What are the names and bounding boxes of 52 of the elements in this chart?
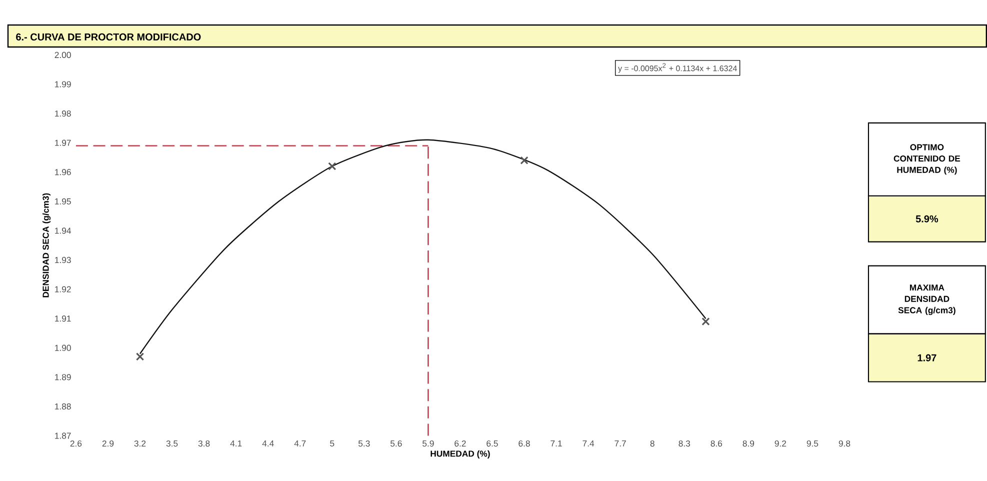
text: 5.9% [916,215,938,223]
text: OPTIMO CONTENIDO DE HUMEDAD (%) [894,144,960,175]
text: MAXIMA DENSIDAD SECA (g/cm3) [898,284,956,316]
x-tick-label: 3.5 [166,440,178,447]
x-tick-label: 5 [330,440,334,447]
x-tick-label: 4.7 [294,440,306,447]
x-tick-label: 4.4 [262,440,274,447]
x-tick-label: 4.1 [230,440,242,447]
x-tick-label: 7.7 [614,440,626,447]
x-tick-label: 8.3 [678,440,690,447]
x-tick-label: 5.9 [422,440,434,447]
y-tick-label: 1.98 [55,110,71,117]
y-axis-title: DENSIDAD SECA (g/cm3) [42,193,51,298]
y-tick-label: 1.89 [55,374,71,380]
y-tick-label: 1.88 [55,404,71,410]
y-tick-label: 1.96 [55,169,71,176]
y-tick-label: 2.00 [54,52,71,58]
x-tick-label: 8.6 [710,440,722,447]
x-tick-label: 9.8 [838,440,850,447]
point [328,162,336,170]
y-tick-label: 1.91 [55,316,71,322]
point [702,318,710,326]
x-axis-title: HUMEDAD (%) [430,450,490,459]
x-tick-label: 2.6 [70,440,82,447]
x-tick-label: 7.1 [550,440,562,447]
line-series [139,139,706,354]
x-tick-label: 5.6 [390,440,402,447]
y-tick-label: 1.90 [55,344,71,352]
x-tick-label: 9.2 [774,440,786,447]
x-tick-label: 3.8 [198,440,210,447]
x-tick-label: 2.9 [102,440,114,447]
point [520,156,528,165]
x-tick-label: 6.8 [518,440,530,447]
point [136,352,144,361]
y-tick-label: 1.95 [55,198,71,205]
text: 1.97 [918,354,936,362]
y-tick-label: 1.93 [55,257,71,264]
annotation: y = -0.0095x$^{2}$ + 0.1134x + 1.6324 [618,63,737,73]
x-tick-label: 9.5 [806,440,818,447]
chart-title: 6.- CURVA DE PROCTOR MODIFICADO [16,34,201,41]
x-tick-label: 8.9 [742,440,754,447]
x-tick-label: 6.5 [486,440,498,447]
y-tick-label: 1.97 [55,140,71,146]
y-tick-label: 1.87 [55,432,71,439]
x-tick-label: 7.4 [582,440,594,447]
y-tick-label: 1.99 [55,81,71,88]
x-tick-label: 8 [650,440,654,447]
y-tick-label: 1.94 [55,228,71,234]
x-tick-label: 3.2 [134,440,146,447]
x-tick-label: 6.2 [454,440,466,447]
y-tick-label: 1.92 [55,286,71,292]
x-tick-label: 5.3 [358,440,370,447]
